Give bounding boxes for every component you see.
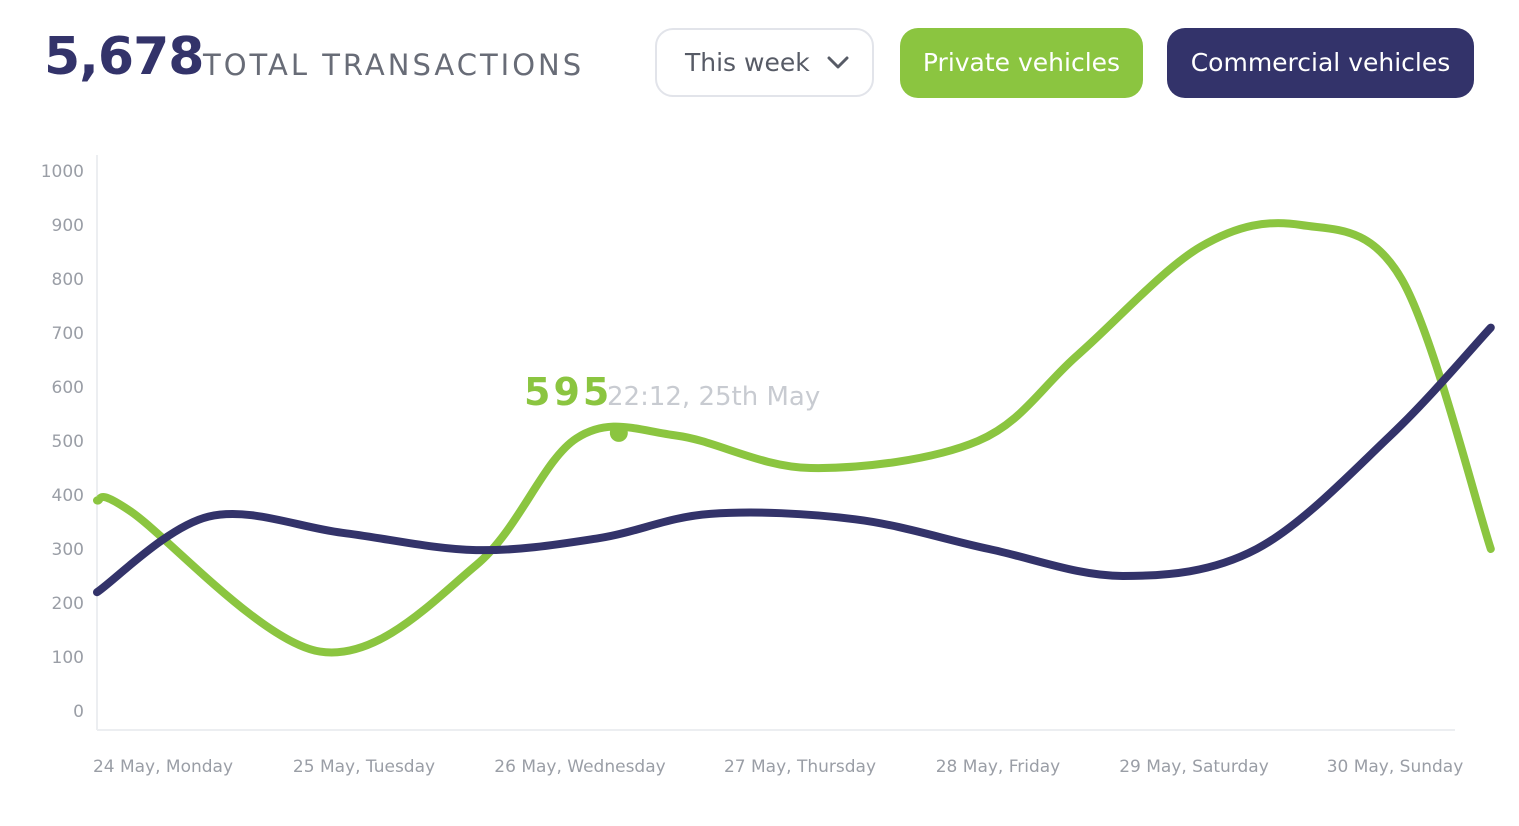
annotation-point[interactable] <box>609 423 628 442</box>
x-tick-label: 26 May, Wednesday <box>494 757 665 777</box>
y-tick-label: 0 <box>73 702 84 722</box>
y-tick-label: 400 <box>52 486 84 506</box>
y-tick-label: 200 <box>52 594 84 614</box>
y-tick-label: 600 <box>52 378 84 398</box>
x-tick-label: 24 May, Monday <box>93 757 233 777</box>
private-vehicles-button[interactable]: Private vehicles <box>900 28 1143 98</box>
commercial-vehicles-line[interactable] <box>93 323 1495 597</box>
y-tick-label: 700 <box>52 324 84 344</box>
y-tick-label: 500 <box>52 432 84 452</box>
chevron-down-icon <box>827 56 849 69</box>
x-tick-label: 27 May, Thursday <box>724 757 876 777</box>
period-dropdown[interactable]: This week <box>655 28 874 97</box>
period-dropdown-value: This week <box>685 48 810 77</box>
annotation-value: 595 <box>524 370 612 414</box>
y-tick-label: 100 <box>52 648 84 668</box>
chart-axes <box>96 155 1455 731</box>
annotation-time: 22:12, 25th May <box>607 382 820 412</box>
x-tick-label: 29 May, Saturday <box>1119 757 1269 777</box>
y-tick-label: 300 <box>52 540 84 560</box>
total-transactions-label: TOTAL TRANSACTIONS <box>203 48 585 82</box>
commercial-vehicles-button[interactable]: Commercial vehicles <box>1167 28 1474 98</box>
chart-header: 5,678 TOTAL TRANSACTIONS This week Priva… <box>0 0 1519 120</box>
y-tick-label: 800 <box>52 270 84 290</box>
y-axis-ticks: 0 100 200 300 400 500 600 700 800 900 1000 <box>41 162 84 722</box>
x-tick-label: 30 May, Sunday <box>1327 757 1464 777</box>
x-axis-ticks: 24 May, Monday 25 May, Tuesday 26 May, Wed… <box>93 757 1463 777</box>
x-tick-label: 28 May, Friday <box>936 757 1061 777</box>
x-tick-label: 25 May, Tuesday <box>293 757 435 777</box>
y-tick-label: 900 <box>52 216 84 236</box>
series-lines <box>93 219 1495 657</box>
private-vehicles-line[interactable] <box>93 219 1495 657</box>
total-transactions-count: 5,678 <box>44 27 204 87</box>
y-tick-label: 1000 <box>41 162 84 182</box>
